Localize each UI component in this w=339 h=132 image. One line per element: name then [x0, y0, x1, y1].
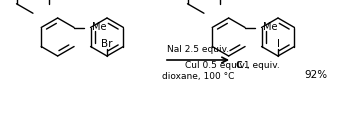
- Text: dioxane, 100 °C: dioxane, 100 °C: [162, 72, 234, 81]
- Text: 1 equiv.: 1 equiv.: [241, 60, 280, 70]
- Text: CuI 0.5 equiv.,: CuI 0.5 equiv.,: [185, 60, 253, 70]
- Text: Br: Br: [101, 39, 113, 49]
- Text: Me: Me: [92, 22, 106, 32]
- Text: NaI 2.5 equiv.: NaI 2.5 equiv.: [167, 44, 229, 53]
- Text: I: I: [277, 39, 279, 49]
- Text: 92%: 92%: [304, 70, 327, 80]
- Text: C: C: [236, 60, 243, 70]
- Text: Me: Me: [263, 22, 278, 32]
